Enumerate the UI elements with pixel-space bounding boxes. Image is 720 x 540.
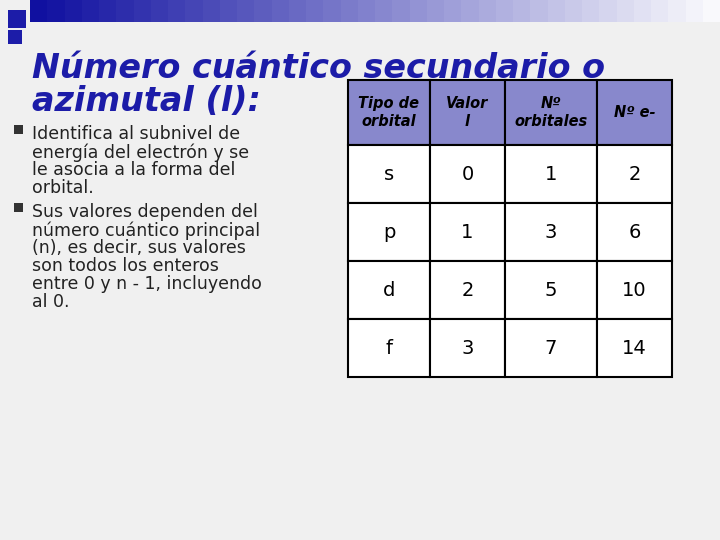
Bar — [323, 0, 341, 22]
Bar — [30, 0, 48, 22]
Text: p: p — [383, 222, 395, 241]
Bar — [496, 0, 514, 22]
Bar — [547, 0, 566, 22]
Text: le asocia a la forma del: le asocia a la forma del — [32, 161, 235, 179]
Bar — [430, 80, 505, 145]
Text: Identifica al subnivel de: Identifica al subnivel de — [32, 125, 240, 143]
Text: 0: 0 — [462, 165, 474, 184]
Bar — [505, 80, 597, 145]
Bar — [505, 203, 597, 261]
Bar — [430, 261, 505, 319]
Bar — [597, 80, 672, 145]
Bar — [703, 0, 720, 22]
Bar — [505, 145, 597, 203]
Text: 5: 5 — [545, 280, 557, 300]
Bar — [530, 0, 549, 22]
Text: al 0.: al 0. — [32, 293, 70, 311]
Bar — [597, 145, 672, 203]
Text: Nº
orbitales: Nº orbitales — [514, 96, 588, 129]
Bar — [348, 145, 430, 203]
Bar — [651, 0, 670, 22]
Text: 3: 3 — [545, 222, 557, 241]
Text: s: s — [384, 165, 394, 184]
Bar — [427, 0, 445, 22]
Bar — [597, 319, 672, 377]
Bar — [430, 319, 505, 377]
Bar — [668, 0, 686, 22]
Text: entre 0 y n - 1, incluyendo: entre 0 y n - 1, incluyendo — [32, 275, 262, 293]
Bar — [564, 0, 583, 22]
Text: d: d — [383, 280, 395, 300]
Bar — [14, 203, 23, 212]
Bar — [237, 0, 256, 22]
Text: 2: 2 — [462, 280, 474, 300]
Text: Número cuántico secundario o: Número cuántico secundario o — [32, 52, 605, 85]
Bar — [82, 0, 100, 22]
Bar — [599, 0, 618, 22]
Bar — [348, 203, 430, 261]
Bar — [348, 80, 430, 145]
Bar — [8, 10, 26, 28]
Text: azimutal (l):: azimutal (l): — [32, 85, 261, 118]
Text: número cuántico principal: número cuántico principal — [32, 221, 260, 240]
Bar — [597, 261, 672, 319]
Bar — [582, 0, 600, 22]
Bar — [513, 0, 531, 22]
Text: 1: 1 — [462, 222, 474, 241]
Bar — [133, 0, 152, 22]
Text: Nº e-: Nº e- — [613, 105, 655, 120]
Bar — [430, 145, 505, 203]
Bar — [634, 0, 652, 22]
Bar — [410, 0, 428, 22]
Bar — [254, 0, 272, 22]
Bar — [685, 0, 703, 22]
Text: Sus valores dependen del: Sus valores dependen del — [32, 203, 258, 221]
Bar — [444, 0, 462, 22]
Bar — [358, 0, 376, 22]
Bar — [616, 0, 635, 22]
Bar — [306, 0, 324, 22]
Bar — [462, 0, 480, 22]
Bar — [185, 0, 204, 22]
Text: orbital.: orbital. — [32, 179, 94, 197]
Text: 10: 10 — [622, 280, 647, 300]
Bar — [341, 0, 359, 22]
Text: 6: 6 — [629, 222, 641, 241]
Text: Valor
l: Valor l — [446, 96, 489, 129]
Text: 2: 2 — [629, 165, 641, 184]
Bar — [430, 203, 505, 261]
Text: 7: 7 — [545, 339, 557, 357]
Bar — [116, 0, 135, 22]
Text: Tipo de
orbital: Tipo de orbital — [359, 96, 420, 129]
Bar — [14, 125, 23, 134]
Bar — [505, 261, 597, 319]
Bar — [48, 0, 66, 22]
Text: energía del electrón y se: energía del electrón y se — [32, 143, 249, 161]
Bar — [271, 0, 289, 22]
Bar — [505, 319, 597, 377]
Text: f: f — [385, 339, 392, 357]
Text: 14: 14 — [622, 339, 647, 357]
Bar — [348, 319, 430, 377]
Text: 1: 1 — [545, 165, 557, 184]
Bar — [289, 0, 307, 22]
Bar — [348, 261, 430, 319]
Bar — [202, 0, 221, 22]
Bar — [8, 30, 22, 44]
Bar — [220, 0, 238, 22]
Text: son todos los enteros: son todos los enteros — [32, 257, 219, 275]
Bar — [99, 0, 117, 22]
Bar — [168, 0, 186, 22]
Bar — [375, 0, 393, 22]
Bar — [65, 0, 83, 22]
Bar — [479, 0, 497, 22]
Text: (n), es decir, sus valores: (n), es decir, sus valores — [32, 239, 246, 257]
Bar — [150, 0, 169, 22]
Bar — [392, 0, 410, 22]
Text: 3: 3 — [462, 339, 474, 357]
Bar — [597, 203, 672, 261]
